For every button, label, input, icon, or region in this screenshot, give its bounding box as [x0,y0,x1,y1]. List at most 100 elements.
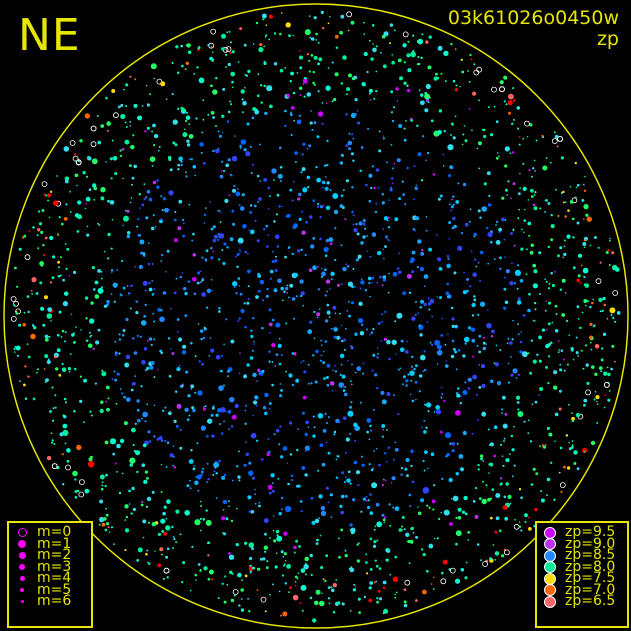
star-point [205,207,207,209]
star-point [238,204,241,207]
star-point [203,161,206,165]
star-point [207,44,210,47]
star-point [317,90,320,93]
star-point [304,432,308,437]
star-point [401,516,405,519]
star-point [228,194,231,197]
star-point [259,143,261,146]
star-point [425,83,431,90]
star-point [350,566,353,568]
star-point [146,549,149,552]
star-point [557,254,560,258]
star-point [236,465,239,468]
star-point [386,161,388,164]
star-point [53,200,59,206]
star-point [420,179,424,182]
star-point [607,249,610,252]
star-point [62,483,65,486]
star-point [111,139,114,142]
star-point [498,231,501,234]
star-point [213,470,216,473]
star-point [456,393,461,398]
star-point [540,498,545,503]
star-point [182,222,185,225]
star-point [452,195,455,198]
star-point [150,361,155,365]
star-point [56,348,61,353]
star-point [413,165,416,168]
star-point [226,120,230,123]
star-point [178,156,183,162]
star-point [345,179,349,183]
magnitude-marker [15,588,29,593]
star-point [71,333,75,337]
star-point [343,392,348,397]
star-point [389,23,394,27]
star-point [247,297,250,300]
star-point [184,291,188,296]
star-point [614,320,617,323]
star-point [296,378,299,381]
star-point [451,324,455,328]
star-point [232,589,239,595]
star-point [273,539,277,543]
star-point [418,390,421,393]
star-point [351,133,354,136]
star-point [276,245,280,248]
star-point [268,14,273,19]
star-point [103,304,107,308]
star-point [382,518,386,522]
star-point [244,574,248,578]
star-point [364,227,367,230]
star-point [340,14,345,19]
star-point [309,36,311,39]
star-point [52,419,55,422]
star-point [202,467,205,470]
star-point [420,299,425,304]
star-point [545,344,550,349]
star-point [267,208,270,210]
star-point [383,216,389,221]
star-point [522,314,526,317]
star-point [212,407,215,410]
star-point [125,83,129,87]
star-point [547,382,550,385]
star-point [585,213,589,217]
star-point [265,224,269,228]
star-point [524,513,528,518]
star-point [262,18,265,21]
star-point [296,119,302,125]
star-point [188,459,194,464]
star-point [312,354,315,357]
star-point [607,398,611,402]
star-point [575,336,578,339]
star-point [556,145,559,148]
star-point [524,521,527,523]
star-point [14,266,17,270]
star-point [301,210,304,213]
star-point [60,256,62,259]
star-point [551,138,558,145]
star-point [164,439,167,442]
star-point [367,127,370,130]
star-point [45,338,49,342]
star-point [336,455,339,458]
star-point [563,358,565,361]
star-point [162,577,165,580]
star-point [520,247,524,251]
star-point [371,276,375,280]
star-point [178,199,183,204]
star-point [386,392,391,396]
star-point [399,367,402,370]
star-point [122,177,124,180]
star-point [583,239,587,242]
star-point [284,582,287,585]
star-point [503,306,507,310]
star-point [137,419,141,423]
star-point [315,32,318,36]
star-point [550,272,553,275]
star-point [293,352,297,356]
star-point [482,561,489,567]
star-point [489,442,494,447]
star-point [219,221,222,224]
